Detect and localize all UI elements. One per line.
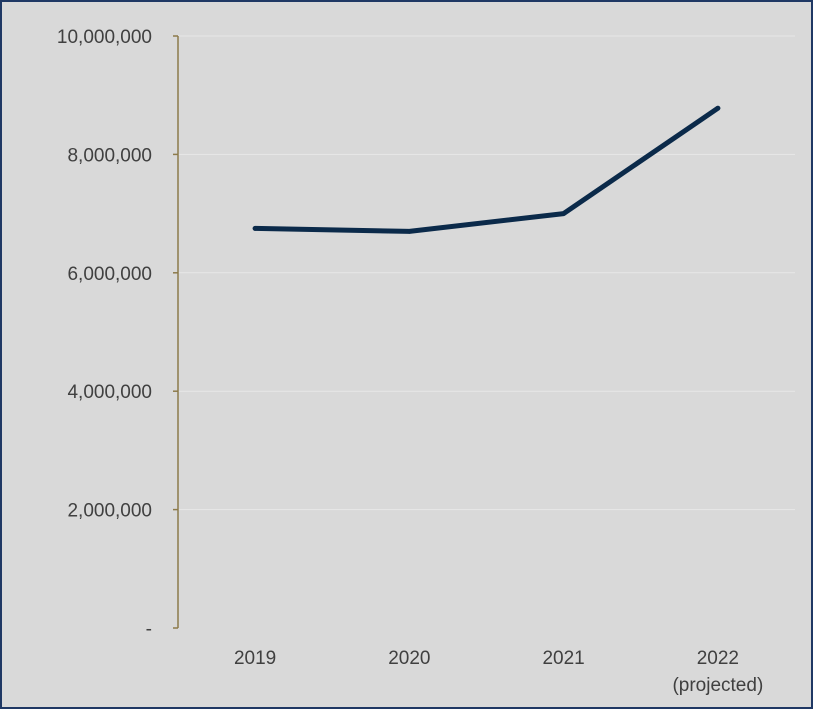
- x-tick-label: 2020: [388, 648, 430, 669]
- axes: [173, 35, 179, 629]
- data-point: [715, 105, 721, 111]
- y-tick-label: -: [146, 619, 152, 640]
- series-group: [252, 105, 721, 234]
- data-point: [406, 228, 412, 234]
- y-tick-label: 8,000,000: [67, 145, 152, 166]
- y-tick-label: 10,000,000: [57, 27, 152, 48]
- y-tick-label: 2,000,000: [67, 501, 152, 522]
- x-tick-sublabel: (projected): [672, 675, 763, 696]
- data-point: [252, 226, 258, 231]
- series-line: [252, 105, 721, 234]
- x-tick-label: 2019: [234, 648, 276, 669]
- x-tick-label: 2021: [542, 648, 584, 669]
- x-axis-tick-labels: 2019 2020 2021 2022 (projected): [234, 648, 763, 696]
- y-tick-label: 4,000,000: [67, 382, 152, 403]
- gridlines: [178, 35, 795, 511]
- x-tick-label: 2022: [697, 648, 739, 669]
- data-point: [561, 211, 567, 217]
- y-tick-label: 6,000,000: [67, 264, 152, 285]
- y-axis-tick-labels: - 2,000,000 4,000,000 6,000,000 8,000,000 10,…: [57, 27, 152, 640]
